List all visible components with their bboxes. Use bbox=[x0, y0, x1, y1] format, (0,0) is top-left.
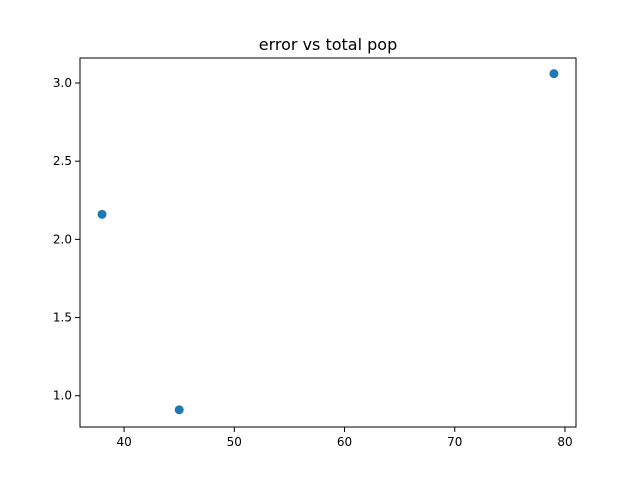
plot-frame bbox=[79, 57, 577, 428]
y-tick-label: 1.5 bbox=[53, 311, 72, 325]
y-tick-label: 3.0 bbox=[53, 76, 72, 90]
y-tick-label: 1.0 bbox=[53, 389, 72, 403]
plot-area: 40 50 60 70 80 1.0 1.5 2.0 2.5 3.0 bbox=[53, 57, 577, 449]
y-tick-label: 2.5 bbox=[53, 154, 72, 168]
data-point bbox=[549, 69, 559, 79]
y-tick-label: 2.0 bbox=[53, 232, 72, 246]
x-tick-label: 60 bbox=[337, 435, 352, 449]
x-tick-label: 40 bbox=[116, 435, 131, 449]
data-point bbox=[97, 209, 107, 219]
data-point bbox=[174, 405, 184, 415]
x-tick-label: 80 bbox=[557, 435, 572, 449]
chart-title: error vs total pop bbox=[259, 35, 397, 54]
x-tick-label: 70 bbox=[447, 435, 462, 449]
x-tick-label: 50 bbox=[227, 435, 242, 449]
